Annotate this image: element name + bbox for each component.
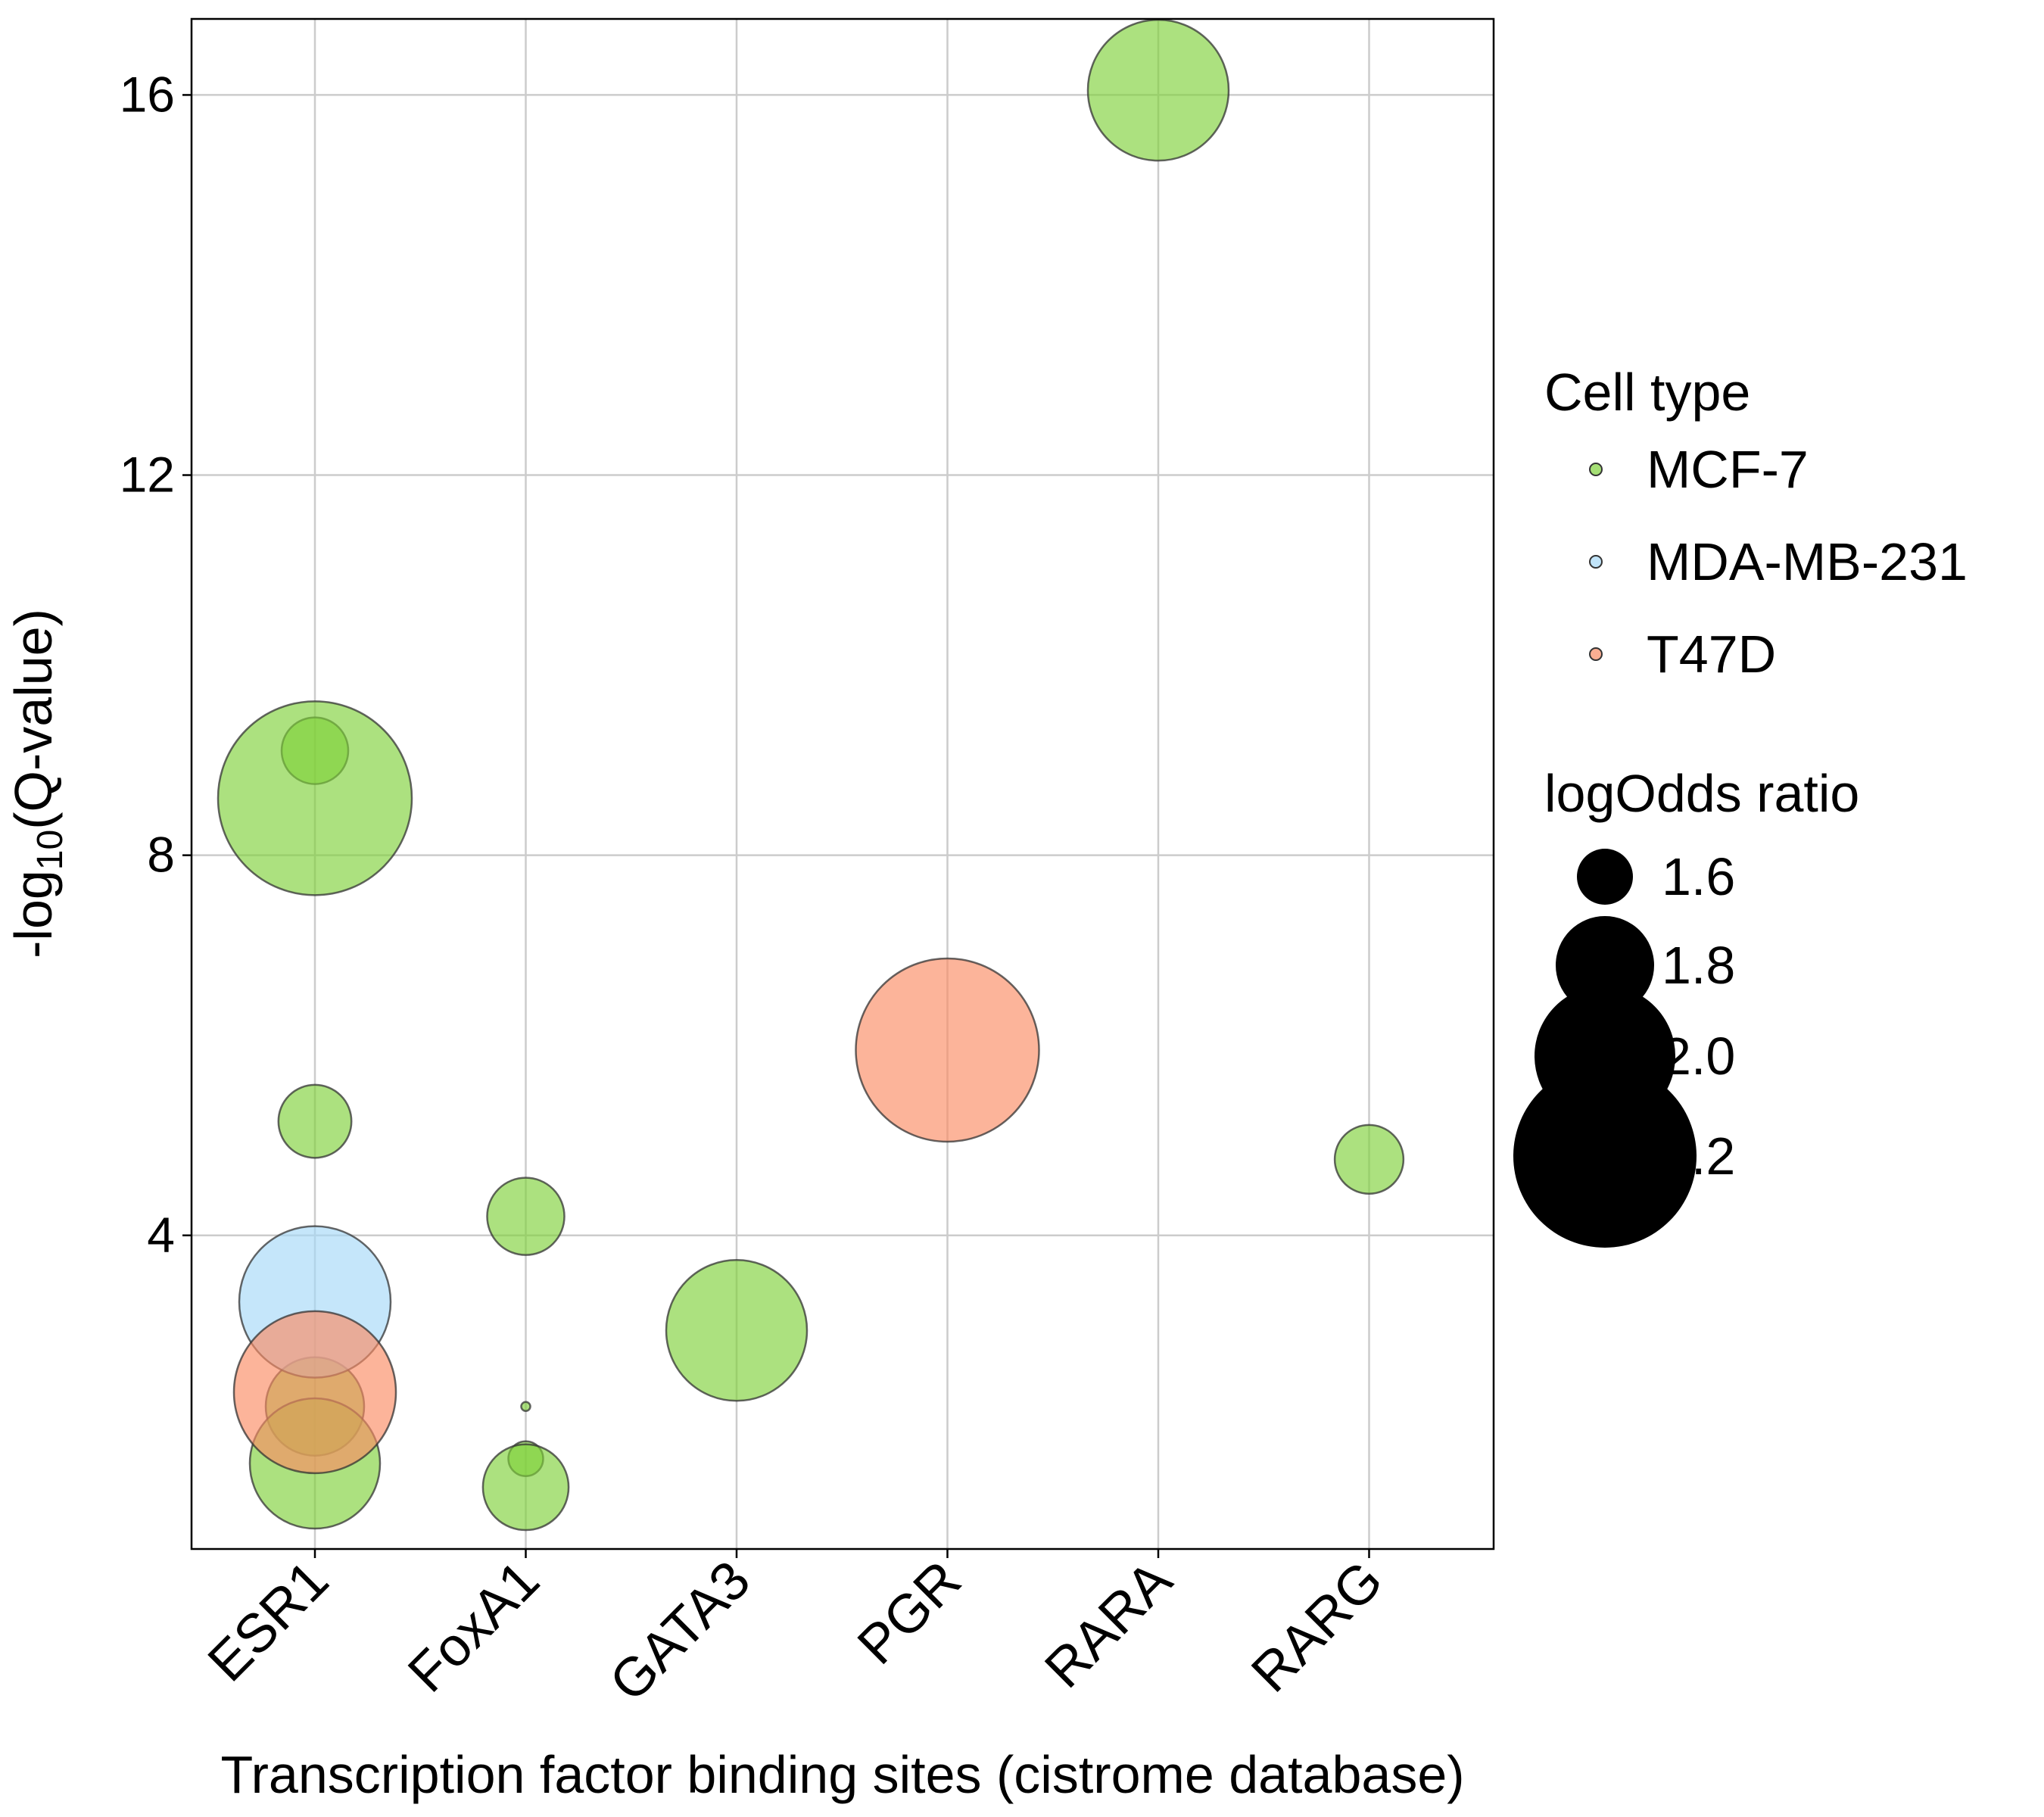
y-axis-title-prefix: -log	[4, 870, 63, 958]
legend-size-label-1-6: 1.6	[1662, 847, 1735, 906]
point-mcf-7-foxa1-6	[520, 1401, 531, 1412]
y-tick-label-12: 12	[120, 447, 175, 503]
legend-label-mcf-7: MCF-7	[1647, 440, 1809, 499]
legend-title-logodds: logOdds ratio	[1544, 764, 1859, 823]
y-axis-title-suffix: (Q-value)	[4, 609, 63, 830]
legend-swatch-t47d	[1589, 647, 1603, 661]
y-tick-label-16: 16	[120, 66, 175, 122]
legend-size-label-2-2: 2.2	[1662, 1127, 1735, 1186]
legend-swatch-mda-mb-231	[1589, 555, 1603, 569]
point-t47d-esr1-0	[232, 1310, 397, 1475]
y-tick-label-4: 4	[147, 1207, 175, 1263]
point-mcf-7-esr1-2	[277, 1083, 353, 1159]
x-tick-label-rara: RARA	[1033, 1550, 1183, 1700]
legend-swatch-mcf-7	[1589, 463, 1603, 476]
x-tick-label-esr1: ESR1	[197, 1550, 341, 1694]
legend-size-1-8	[1556, 916, 1654, 1014]
legend-size-label-2-0: 2.0	[1662, 1027, 1735, 1086]
point-mcf-7-rara-10	[1086, 18, 1230, 162]
x-tick-label-pgr: PGR	[846, 1550, 973, 1676]
point-mcf-7-foxa1-5	[486, 1177, 566, 1256]
plot-panel-border	[190, 17, 1495, 1551]
point-mcf-7-rarg-11	[1333, 1124, 1405, 1195]
legend-size-2-2	[1513, 1064, 1697, 1248]
point-mcf-7-foxa1-8	[481, 1443, 570, 1532]
point-t47d-pgr-1	[855, 957, 1040, 1143]
legend-cell-type-entries: MCF-7 MDA-MB-231 T47D	[1589, 440, 1968, 684]
y-axis-ticks: 4 8 12 16	[120, 66, 192, 1263]
point-mcf-7-esr1-1	[217, 700, 413, 896]
y-tick-label-8: 8	[147, 827, 175, 883]
grid-lines	[192, 19, 1494, 1549]
legend: Cell type MCF-7 MDA-MB-231 T47D logOdds ra…	[1513, 363, 1968, 1248]
x-axis-title: Transcription factor binding sites (cist…	[220, 1745, 1464, 1804]
y-axis-title: -log10(Q-value)	[4, 609, 70, 958]
legend-size-1-6	[1577, 849, 1633, 905]
x-axis-ticks: ESR1 FoxA1 GATA3 PGR RARA RARG	[197, 1549, 1394, 1713]
legend-logodds-entries: 1.6 1.8 2.0 2.2	[1513, 847, 1735, 1248]
data-points	[217, 18, 1405, 1532]
legend-label-mda-mb-231: MDA-MB-231	[1647, 532, 1968, 591]
legend-size-label-1-8: 1.8	[1662, 936, 1735, 995]
x-tick-label-foxa1: FoxA1	[397, 1550, 551, 1704]
legend-label-t47d: T47D	[1647, 625, 1776, 684]
x-tick-label-rarg: RARG	[1240, 1550, 1394, 1704]
y-axis-title-subscript: 10	[30, 830, 70, 870]
legend-title-cell-type: Cell type	[1544, 363, 1750, 422]
point-mcf-7-gata3-9	[665, 1259, 809, 1402]
x-tick-label-gata3: GATA3	[598, 1550, 762, 1713]
